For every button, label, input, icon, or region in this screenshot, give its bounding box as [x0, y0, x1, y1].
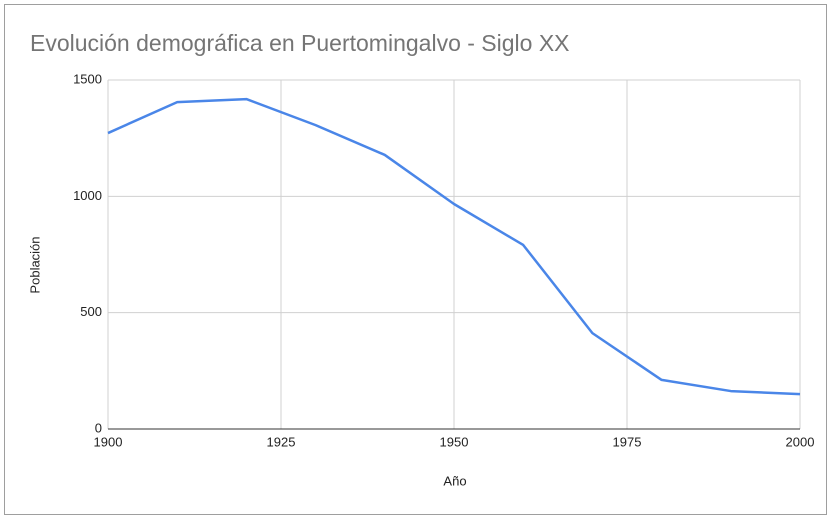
chart-title: Evolución demográfica en Puertomingalvo … — [30, 30, 570, 56]
x-tick-label: 1900 — [94, 434, 123, 449]
x-tick-label: 1950 — [440, 434, 469, 449]
x-axis-label: Año — [443, 473, 466, 488]
chart-frame — [4, 4, 827, 515]
data-line — [107, 97, 801, 396]
x-tick-label: 1925 — [267, 434, 296, 449]
x-tick-label: 1975 — [613, 434, 642, 449]
y-tick-label: 0 — [95, 420, 102, 435]
y-tick-label: 1000 — [73, 188, 102, 203]
y-axis-label: Población — [27, 236, 42, 293]
y-tick-label: 1500 — [73, 71, 102, 86]
x-tick-label: 2000 — [786, 434, 815, 449]
y-tick-label: 500 — [80, 304, 102, 319]
